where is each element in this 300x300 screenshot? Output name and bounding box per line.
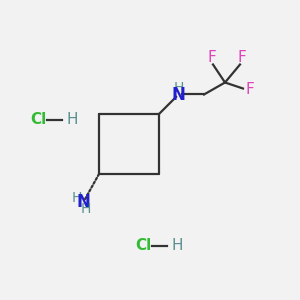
Text: Cl: Cl [30,112,46,128]
Text: F: F [245,82,254,98]
Text: H: H [66,112,77,128]
Text: F: F [237,50,246,65]
Text: H: H [81,202,91,216]
Text: H: H [171,238,182,253]
Text: F: F [207,50,216,65]
Text: H: H [173,81,184,95]
Text: Cl: Cl [135,238,151,253]
Text: N: N [172,86,185,104]
Text: H: H [71,191,82,205]
Text: N: N [76,193,90,211]
